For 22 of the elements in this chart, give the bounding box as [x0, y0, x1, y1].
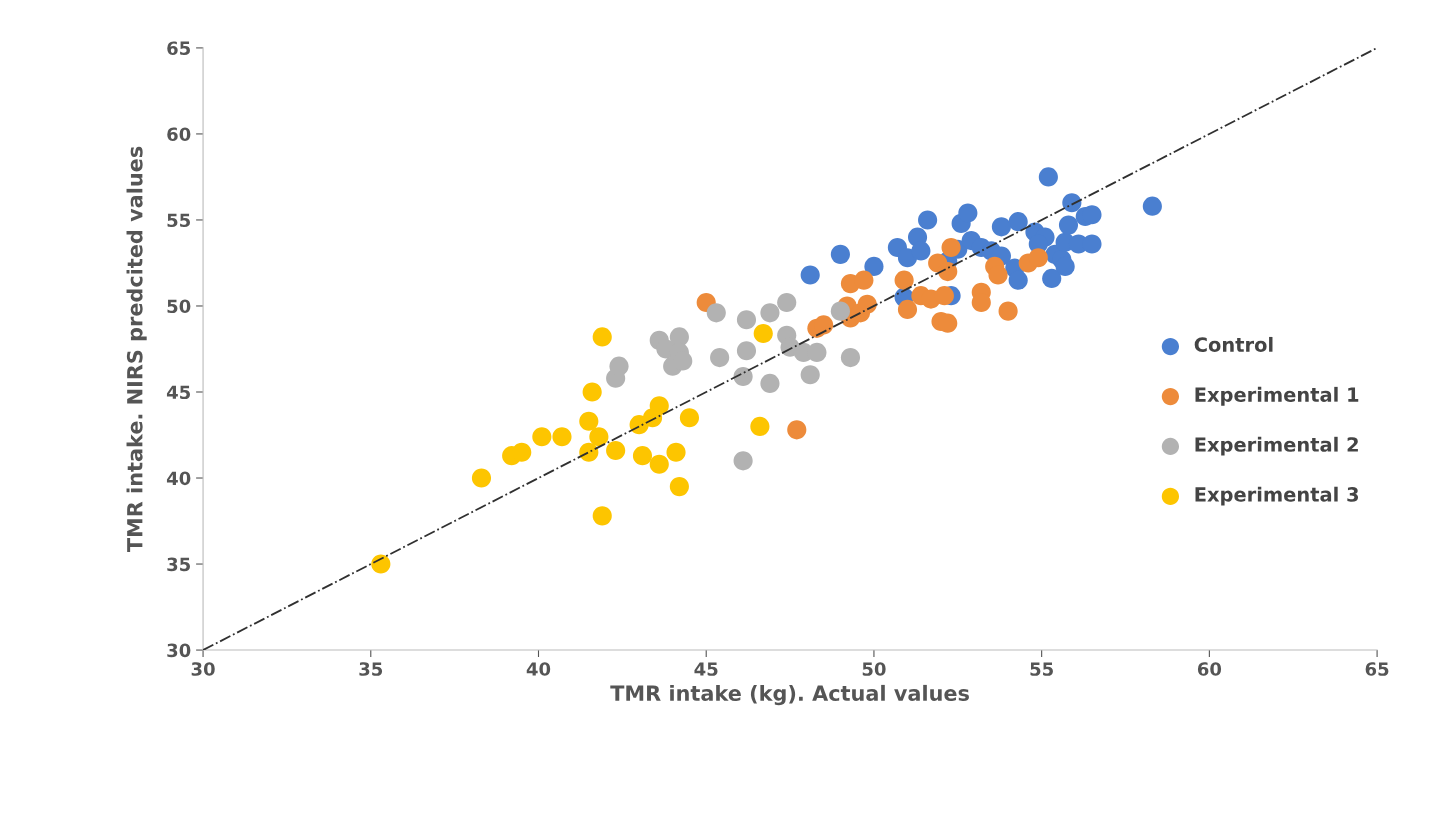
y-tick-label: 45 [166, 385, 190, 400]
legend-label: Experimental 2 [1195, 436, 1358, 456]
x-tick-label: 50 [862, 662, 886, 676]
y-tick-label: 35 [167, 557, 190, 572]
legend-label: Experimental 1 [1195, 386, 1359, 406]
y-tick-label: 50 [167, 299, 191, 314]
x-tick-label: 40 [526, 662, 551, 676]
x-tick-label: 30 [191, 662, 215, 676]
y-tick-label: 30 [167, 643, 191, 658]
x-tick-label: 45 [694, 662, 718, 676]
x-tick-label: 60 [1197, 662, 1222, 676]
x-tick-label: 55 [1030, 662, 1053, 676]
y-tick-label: 40 [166, 471, 191, 486]
y-tick-label: 65 [167, 41, 190, 56]
legend-label: Experimental 3 [1195, 486, 1359, 506]
y-axis-title: TMR intake. NIRS predcited values [126, 146, 147, 553]
legend-label: Control [1194, 336, 1273, 352]
x-tick-label: 35 [359, 662, 383, 676]
y-tick-label: 55 [167, 213, 190, 228]
x-axis-title: TMR intake (kg). Actual values [610, 684, 969, 706]
y-tick-label: 60 [167, 127, 191, 142]
x-tick-label: 65 [1365, 662, 1389, 676]
